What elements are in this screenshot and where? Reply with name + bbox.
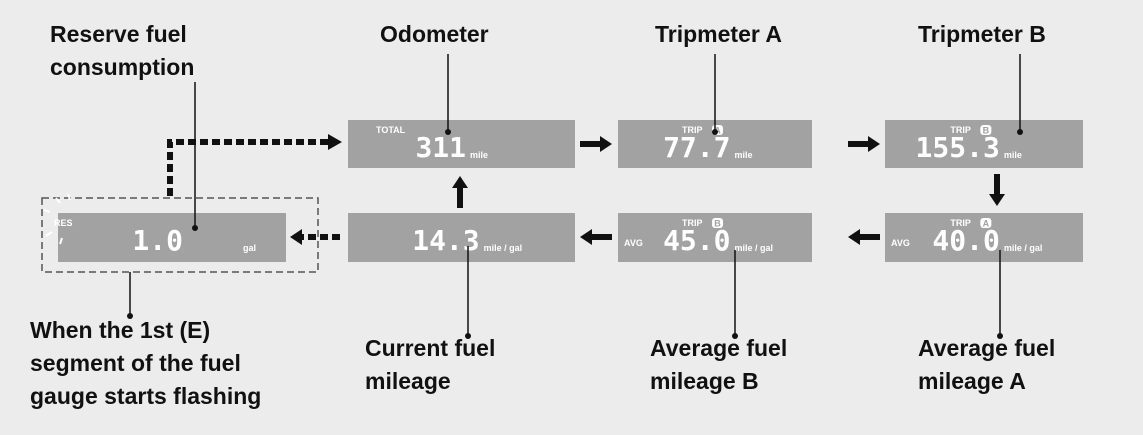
badge-letter: A [714, 126, 721, 136]
leader-dot [465, 333, 471, 339]
badge [980, 125, 992, 135]
callout-label: mileage B [650, 368, 759, 394]
arrows [41, 134, 1005, 273]
mode-label: TRIP [950, 125, 971, 135]
arrow-head [290, 229, 302, 245]
avg-label: AVG [891, 238, 910, 248]
dashed-frame [41, 197, 319, 273]
display-unit: mile / gal [1004, 243, 1043, 253]
callout-label: Tripmeter B [918, 21, 1046, 47]
display-value: 40.0 [932, 224, 999, 257]
arrow-head [580, 229, 592, 245]
badge-letter: B [714, 219, 721, 229]
leader-dot [1017, 129, 1023, 135]
display-unit: mile [470, 150, 488, 160]
display-unit: mile / gal [735, 243, 774, 253]
callout-label: Reserve fuel [50, 21, 187, 47]
leader-dot [445, 129, 451, 135]
lcd-display: TRIP B AVG 45.0 mile / gal [618, 213, 812, 262]
callout-label: consumption [50, 54, 194, 80]
display-unit: mile / gal [484, 243, 523, 253]
arrow-head [989, 194, 1005, 206]
lcd-panel [348, 120, 575, 168]
callouts: Reserve fuel consumption Odometer Tripmeter… [30, 21, 1055, 409]
leader-dot [192, 225, 198, 231]
lcd-panel [348, 213, 575, 262]
display-value: 1.0 [132, 224, 183, 257]
leader-dot [712, 129, 718, 135]
badge-letter: A [983, 219, 990, 229]
badge-letter: B [983, 126, 990, 136]
callout-label: mileage A [918, 368, 1026, 394]
dashed-arrow [167, 139, 328, 196]
callout-label: Current fuel [365, 335, 495, 361]
leader-dot [732, 333, 738, 339]
flash-ray [45, 231, 53, 237]
leader-dot [127, 313, 133, 319]
mode-label: TRIP [950, 218, 971, 228]
callout-label: Average fuel [650, 335, 787, 361]
mode-label: TRIP [682, 218, 703, 228]
callout-label: gauge starts flashing [30, 383, 261, 409]
displays: TOTAL311mileTRIPA77.7mileTRIPB155.3mileT… [43, 120, 1083, 262]
callout-label: When the 1st (E) [30, 317, 210, 343]
avg-label: AVG [624, 238, 643, 248]
display-unit: gal [243, 243, 256, 253]
display-value: 14.3 [412, 224, 479, 257]
arrow-head [452, 176, 468, 188]
display-unit: mile [1004, 150, 1022, 160]
lcd-panel [58, 213, 286, 262]
lcd-display: 14.3 mile / gal [348, 213, 575, 262]
display-value: 77.7 [663, 131, 730, 164]
display-value: 45.0 [663, 224, 730, 257]
display-unit: mile [735, 150, 753, 160]
flash-ray [43, 209, 51, 213]
leader-dot [997, 333, 1003, 339]
flash-ray [55, 197, 61, 204]
mode-label: TOTAL [376, 125, 406, 135]
flash-ray [67, 193, 71, 201]
callout-label: Average fuel [918, 335, 1055, 361]
badge [712, 218, 724, 228]
lcd-display: TRIP A AVG 40.0 mile / gal [885, 213, 1083, 262]
arrow-head [848, 229, 860, 245]
mode-label: TRIP [682, 125, 703, 135]
arrow-head [600, 136, 612, 152]
lcd-display: RES 1.0 gal [54, 213, 286, 262]
callout-label: segment of the fuel [30, 350, 241, 376]
callout-label: Odometer [380, 21, 489, 47]
flash-ray [59, 237, 63, 245]
callout-label: mileage [365, 368, 451, 394]
callout-label: Tripmeter A [655, 21, 782, 47]
display-value: 155.3 [916, 131, 1000, 164]
mode-label: RES [54, 218, 73, 228]
lcd-display: TOTAL 311 mile [348, 120, 575, 168]
arrow-head [328, 134, 342, 150]
display-value: 311 [415, 131, 466, 164]
badge [980, 218, 992, 228]
arrow-head [868, 136, 880, 152]
